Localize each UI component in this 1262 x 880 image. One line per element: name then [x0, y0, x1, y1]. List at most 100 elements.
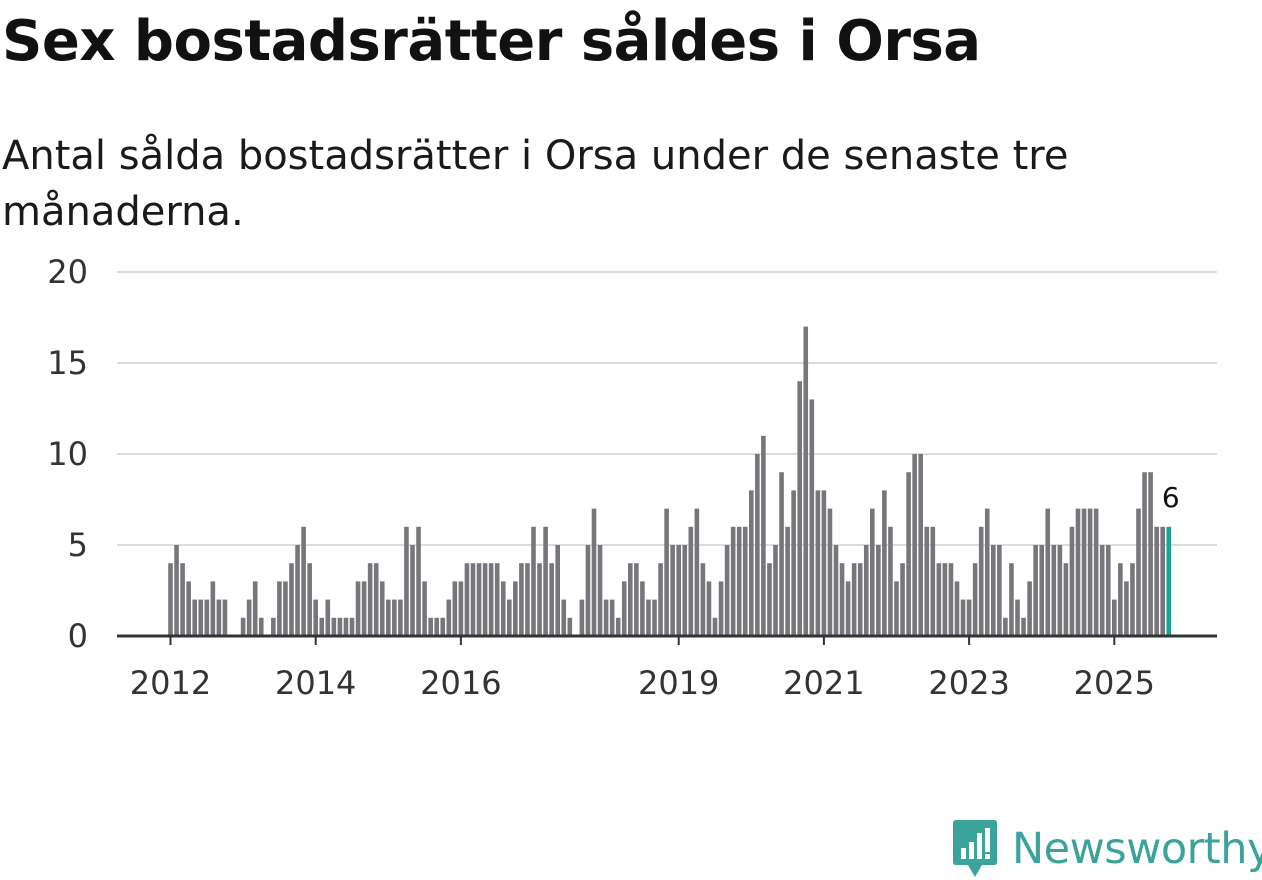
- bar: [537, 563, 542, 636]
- bar: [749, 490, 754, 636]
- newsworthy-logo[interactable]: Newsworthy: [950, 818, 1262, 880]
- chart-subtitle: Antal sålda bostadsrätter i Orsa under d…: [2, 133, 1069, 235]
- bar: [1075, 508, 1081, 636]
- bar: [271, 617, 276, 636]
- bar: [694, 508, 700, 636]
- bar: [180, 563, 185, 636]
- bar: [1118, 563, 1123, 636]
- bar: [742, 526, 748, 636]
- bar: [1057, 545, 1063, 636]
- bar: [634, 563, 639, 636]
- latest-value-label: 6: [1162, 481, 1180, 514]
- bar: [1154, 526, 1159, 636]
- bar: [319, 617, 325, 636]
- bar: [392, 599, 397, 636]
- bar: [1130, 563, 1135, 636]
- bar: [174, 545, 179, 636]
- bar: [246, 599, 252, 636]
- bar: [966, 599, 972, 636]
- bar: [803, 326, 809, 636]
- bar: [1093, 508, 1099, 636]
- bar: [815, 490, 821, 636]
- bar: [888, 526, 893, 636]
- bar: [458, 581, 464, 636]
- bar: [216, 599, 222, 636]
- bar: [646, 599, 651, 636]
- bar: [222, 599, 228, 636]
- bar: [1009, 563, 1014, 636]
- bar: [682, 545, 688, 636]
- bar: [930, 526, 936, 636]
- bar: [652, 599, 657, 636]
- bar: [422, 581, 427, 636]
- y-tick-label: 5: [68, 526, 88, 564]
- bar: [821, 490, 827, 636]
- bar: [591, 508, 597, 636]
- bar: [325, 599, 331, 636]
- x-tick-label: 2025: [1074, 664, 1155, 702]
- bar: [507, 599, 512, 636]
- bar: [779, 472, 784, 636]
- bar: [833, 545, 839, 636]
- bar: [1105, 545, 1111, 636]
- bar: [446, 599, 452, 636]
- bar: [373, 563, 379, 636]
- x-tick-label: 2021: [783, 664, 864, 702]
- bar: [876, 545, 881, 636]
- bar: [1039, 545, 1044, 636]
- bar: [761, 435, 766, 636]
- bar: [367, 563, 373, 636]
- bar: [1124, 581, 1129, 636]
- bar: [277, 581, 282, 636]
- bar: [349, 617, 355, 636]
- bar: [857, 563, 863, 636]
- bar: [252, 581, 258, 636]
- bar: [948, 563, 954, 636]
- bar: [870, 508, 875, 636]
- bar: [597, 545, 603, 636]
- bar: [791, 490, 796, 636]
- bar: [972, 563, 978, 636]
- brand-name: Newsworthy: [1012, 824, 1262, 874]
- bar: [410, 545, 415, 636]
- bar: [755, 454, 760, 636]
- bar: [289, 563, 294, 636]
- bar: [337, 617, 343, 636]
- bar: [706, 581, 712, 636]
- bar: [1136, 508, 1141, 636]
- bar: [1021, 617, 1026, 636]
- bar: [452, 581, 458, 636]
- bar: [464, 563, 470, 636]
- bar: [258, 617, 264, 636]
- bar: [1112, 599, 1117, 636]
- bar-chart: 0 5 10 15 20 6 2012 2014 2016 2019 2021 2023 2025: [47, 253, 1217, 702]
- bar: [827, 508, 833, 636]
- bar: [210, 581, 216, 636]
- bar: [361, 581, 367, 636]
- y-tick-label: 0: [68, 617, 88, 655]
- bar: [954, 581, 960, 636]
- bar: [355, 581, 361, 636]
- bar: [1148, 472, 1153, 636]
- bar: [198, 599, 204, 636]
- bar: [912, 454, 917, 636]
- bar: [1027, 581, 1032, 636]
- bar: [676, 545, 681, 636]
- bar: [1087, 508, 1093, 636]
- bar: [482, 563, 488, 636]
- bar: [609, 599, 615, 636]
- x-tick-label: 2019: [638, 664, 719, 702]
- bar: [1033, 545, 1038, 636]
- bar: [924, 526, 930, 636]
- bar: [186, 581, 191, 636]
- axes: 0 5 10 15 20 6 2012 2014 2016 2019 2021 2023 2025: [47, 253, 1217, 702]
- bar: [567, 617, 573, 636]
- bar: [555, 545, 560, 636]
- bar: [488, 563, 494, 636]
- bar: [404, 526, 409, 636]
- bar: [1063, 563, 1069, 636]
- bar: [640, 581, 645, 636]
- bar: [470, 563, 476, 636]
- bar-chart-logo-icon: [953, 820, 997, 877]
- bar: [343, 617, 349, 636]
